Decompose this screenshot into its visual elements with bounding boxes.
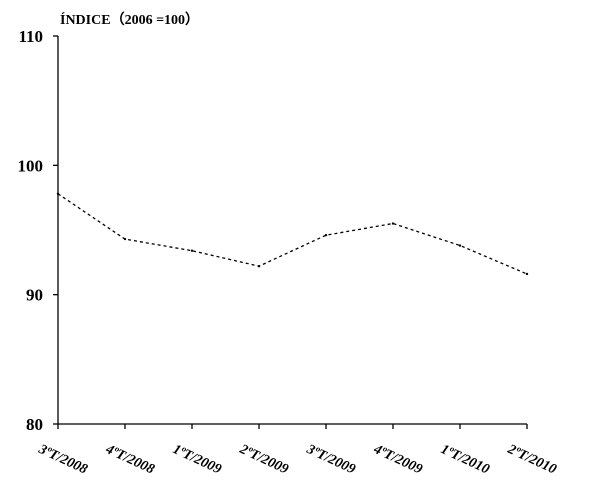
data-point <box>391 222 395 225</box>
y-axis-title: ÍNDICE（2006 =100） <box>60 11 199 28</box>
data-point <box>525 272 529 276</box>
y-tick-label: 110 <box>18 27 43 46</box>
y-ticks: 80 90 100 110 <box>18 27 58 434</box>
y-tick-label: 90 <box>26 286 43 305</box>
x-ticks: 3ºT/2008 4ºT/2008 1ºT/2009 2ºT/2009 3ºT/2009… <box>35 424 558 477</box>
x-tick-label: 1ºT/2010 <box>438 442 491 477</box>
x-tick-label: 2ºT/2010 <box>504 442 558 478</box>
y-tick-label: 80 <box>26 415 43 434</box>
x-tick-label: 4ºT/2008 <box>102 442 156 478</box>
x-tick-label: 2ºT/2009 <box>236 442 290 478</box>
series-line <box>57 193 528 275</box>
data-point <box>257 265 261 268</box>
series-layer <box>56 192 529 276</box>
x-tick-label: 1ºT/2009 <box>170 442 223 477</box>
data-point <box>56 192 60 195</box>
data-point <box>324 233 328 237</box>
x-tick-label: 3ºT/2008 <box>35 442 89 478</box>
x-tick-label: 4ºT/2009 <box>370 442 424 478</box>
data-point <box>458 244 462 247</box>
data-point <box>190 249 194 252</box>
x-tick-label: 3ºT/2009 <box>303 442 357 478</box>
data-point <box>123 237 127 241</box>
y-tick-label: 100 <box>18 156 44 175</box>
